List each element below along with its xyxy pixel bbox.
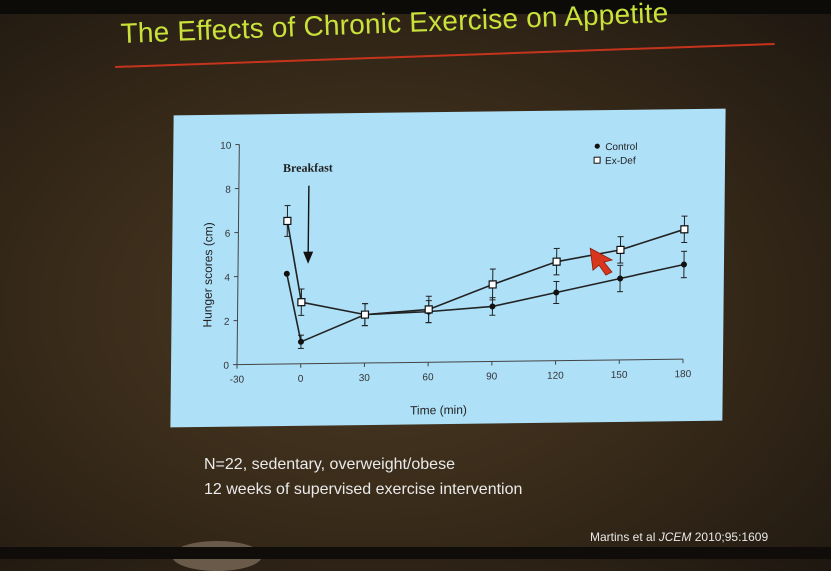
data-point-exdef: [489, 281, 496, 288]
series-markers: [283, 213, 688, 345]
breakfast-arrow-head: [303, 252, 313, 264]
x-tick-label: 120: [547, 371, 564, 382]
legend-exdef-label: Ex-Def: [605, 156, 636, 167]
data-point-exdef: [553, 258, 560, 265]
y-tick-label: 8: [225, 185, 231, 196]
breakfast-arrow-shaft: [308, 186, 309, 258]
data-point-exdef: [284, 217, 291, 224]
data-point-exdef: [298, 299, 305, 306]
x-axis-line: [237, 359, 683, 364]
citation-journal: JCEM: [659, 530, 692, 544]
x-tick-label: 150: [611, 370, 628, 381]
y-tick-label: 10: [220, 141, 232, 152]
y-tick-label: 4: [224, 273, 230, 284]
legend: Control Ex-Def: [594, 142, 638, 168]
x-axis-label: Time (min): [410, 403, 467, 418]
title-underline: [115, 43, 775, 68]
data-point-exdef: [425, 306, 432, 313]
legend-control-marker: [595, 144, 600, 149]
series-line-control: [286, 265, 684, 342]
citation: Martins et al JCEM 2010;95:1609: [590, 530, 768, 544]
y-tick-label: 2: [224, 317, 230, 328]
study-intervention-note: 12 weeks of supervised exercise interven…: [204, 481, 522, 499]
x-tick-label: -30: [230, 374, 245, 385]
study-sample-note: N=22, sedentary, overweight/obese: [204, 456, 455, 474]
data-point-control: [553, 289, 559, 295]
data-point-control: [489, 303, 495, 309]
data-point-exdef: [361, 311, 368, 318]
data-point-exdef: [617, 246, 624, 253]
data-point-exdef: [681, 226, 688, 233]
x-tick-label: 0: [298, 374, 304, 385]
x-tick-label: 60: [422, 372, 434, 383]
data-point-control: [617, 275, 623, 281]
y-tick-label: 6: [225, 229, 231, 240]
error-bars: [283, 201, 688, 349]
legend-exdef-marker: [594, 157, 600, 163]
y-tick-label: 0: [223, 361, 229, 372]
x-tick-label: 90: [486, 371, 498, 382]
breakfast-annotation: Breakfast: [283, 160, 333, 175]
x-tick-group: -30 0 30 60 90 120 150 180: [230, 359, 692, 386]
data-point-control: [298, 339, 304, 345]
x-tick-label: 30: [359, 373, 371, 384]
x-tick-label: 180: [674, 369, 691, 380]
bottom-dark-band: [0, 547, 831, 559]
citation-ref: 2010;95:1609: [695, 530, 768, 544]
data-point-control: [284, 271, 290, 277]
y-tick-group: 0 2 4 6 8 10: [218, 141, 240, 372]
y-axis-line: [237, 145, 239, 365]
citation-authors: Martins et al: [590, 530, 655, 544]
y-axis-label: Hunger scores (cm): [200, 222, 215, 328]
series-line-ex-def: [286, 216, 684, 315]
series-lines: [286, 216, 684, 342]
legend-control-label: Control: [605, 142, 637, 153]
data-point-control: [681, 261, 687, 267]
